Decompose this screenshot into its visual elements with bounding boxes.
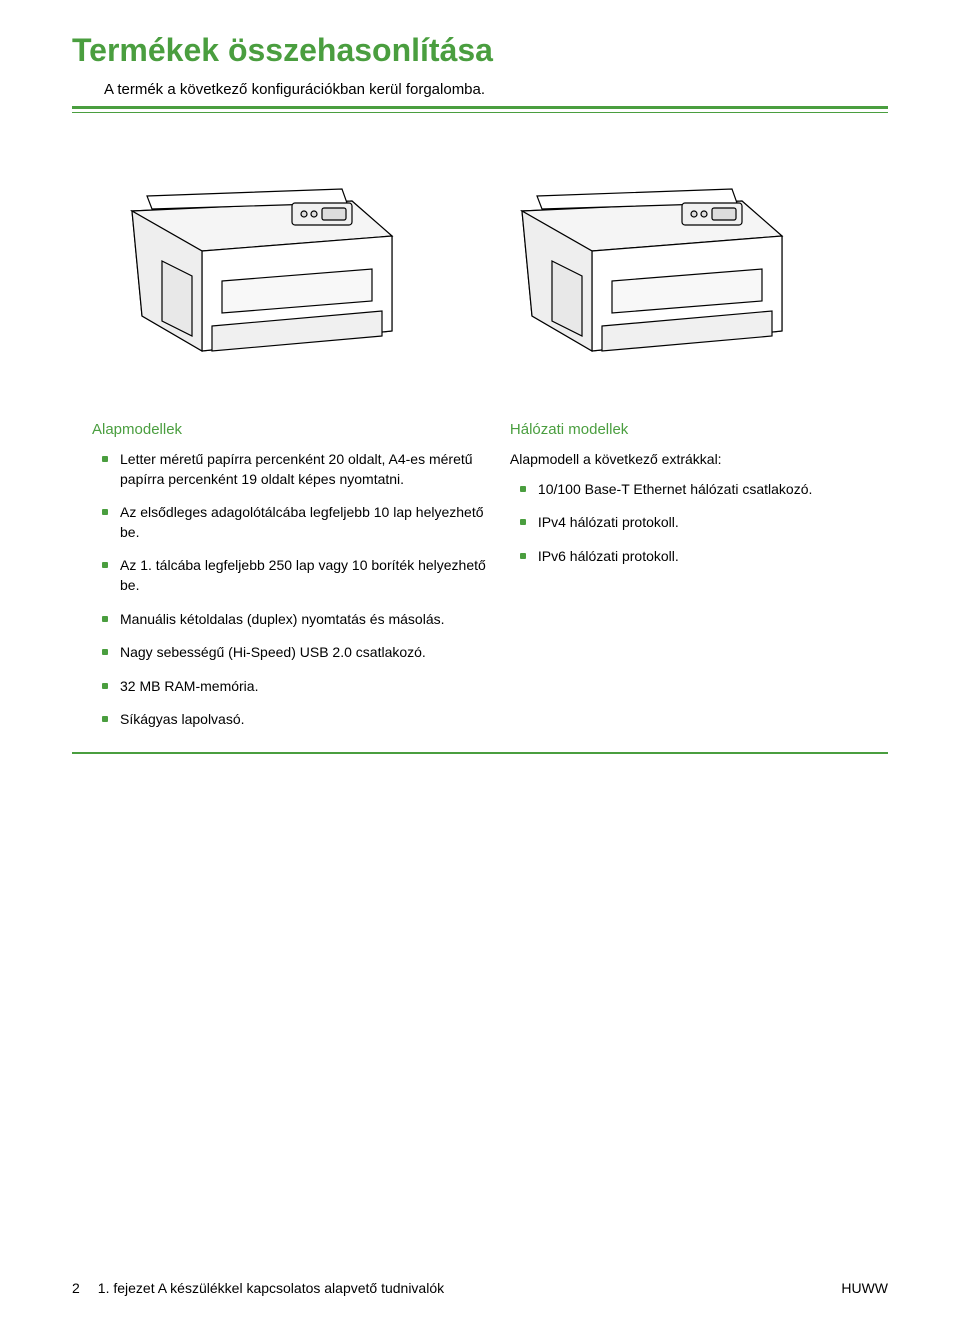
list-item: Az elsődleges adagolótálcába legfeljebb … xyxy=(92,503,486,542)
printer-illustration xyxy=(92,141,422,381)
printer-image-left xyxy=(92,141,422,381)
page-footer: 2 1. fejezet A készülékkel kapcsolatos a… xyxy=(72,1280,888,1296)
list-item: Manuális kétoldalas (duplex) nyomtatás é… xyxy=(92,610,486,630)
printer-image-right xyxy=(482,141,812,381)
section-rule-top xyxy=(72,106,888,113)
page-number: 2 xyxy=(72,1280,80,1296)
section-rule-bottom xyxy=(72,752,888,754)
right-bullet-list: 10/100 Base-T Ethernet hálózati csatlako… xyxy=(510,480,868,567)
list-item: Az 1. tálcába legfeljebb 250 lap vagy 10… xyxy=(92,556,486,595)
list-item: 10/100 Base-T Ethernet hálózati csatlako… xyxy=(510,480,868,500)
left-column: Alapmodellek Letter méretű papírra perce… xyxy=(92,421,486,744)
list-item: 32 MB RAM-memória. xyxy=(92,677,486,697)
left-column-heading: Alapmodellek xyxy=(92,421,486,438)
left-bullet-list: Letter méretű papírra percenként 20 olda… xyxy=(92,450,486,730)
list-item: Letter méretű papírra percenként 20 olda… xyxy=(92,450,486,489)
footer-left: 2 1. fejezet A készülékkel kapcsolatos a… xyxy=(72,1280,444,1296)
comparison-columns: Alapmodellek Letter méretű papírra perce… xyxy=(72,421,888,744)
product-images-row xyxy=(72,141,888,381)
right-intro: Alapmodell a következő extrákkal: xyxy=(510,450,868,470)
printer-illustration xyxy=(482,141,812,381)
page-subtitle: A termék a következő konfigurációkban ke… xyxy=(104,81,888,98)
chapter-label: 1. fejezet A készülékkel kapcsolatos ala… xyxy=(98,1280,444,1296)
list-item: IPv6 hálózati protokoll. xyxy=(510,547,868,567)
page-title: Termékek összehasonlítása xyxy=(72,32,888,69)
list-item: Nagy sebességű (Hi-Speed) USB 2.0 csatla… xyxy=(92,643,486,663)
list-item: Síkágyas lapolvasó. xyxy=(92,710,486,730)
right-column-heading: Hálózati modellek xyxy=(510,421,868,438)
list-item: IPv4 hálózati protokoll. xyxy=(510,513,868,533)
right-column: Hálózati modellek Alapmodell a következő… xyxy=(510,421,868,744)
footer-right: HUWW xyxy=(841,1280,888,1296)
